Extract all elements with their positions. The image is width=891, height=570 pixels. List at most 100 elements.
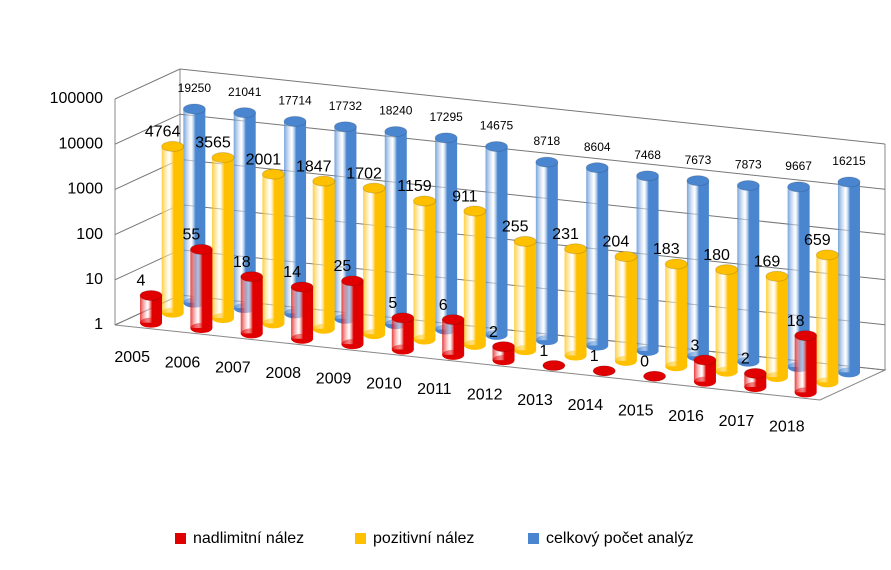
- cylinder: [585, 162, 609, 351]
- data-label: 14: [283, 264, 301, 281]
- data-label: 55: [182, 227, 200, 244]
- x-tick-label: 2005: [114, 349, 150, 366]
- cylinder-top: [384, 126, 408, 138]
- cylinder-top: [542, 360, 566, 372]
- cylinder-top: [736, 180, 760, 192]
- x-tick-label: 2008: [265, 365, 301, 382]
- legend-label: nadlimitní nález: [193, 530, 304, 547]
- cylinder: [189, 243, 213, 334]
- cylinder-body: [737, 185, 760, 362]
- data-label: 231: [552, 226, 579, 243]
- cylinder: [463, 205, 487, 350]
- data-label: 18240: [379, 104, 413, 118]
- cylinder: [441, 314, 465, 360]
- cylinder-top: [693, 354, 717, 366]
- y-tick-label: 10: [85, 271, 103, 288]
- cylinder-body: [693, 360, 716, 382]
- cylinder-top: [139, 289, 163, 301]
- data-label: 1159: [397, 178, 432, 195]
- cylinder: [412, 195, 436, 345]
- cylinder: [564, 243, 588, 361]
- legend-swatch: [355, 533, 366, 544]
- data-label: 25: [334, 258, 352, 275]
- cylinder-body: [291, 286, 314, 339]
- cylinder-body: [686, 180, 709, 357]
- data-label: 911: [452, 188, 478, 205]
- cylinder-body: [413, 200, 436, 340]
- cylinder: [384, 126, 408, 330]
- cylinder-top: [614, 250, 638, 262]
- y-tick-label: 100000: [50, 90, 103, 107]
- data-label: 7673: [685, 153, 712, 167]
- cylinder-top: [592, 365, 616, 377]
- cylinder-body: [485, 146, 508, 335]
- data-label: 183: [653, 241, 680, 258]
- cylinder-body: [535, 162, 558, 341]
- cylinder-top: [686, 175, 710, 187]
- y-tick-label: 1000: [67, 181, 103, 198]
- cylinder-top: [664, 258, 688, 270]
- cylinder-body: [614, 256, 637, 361]
- data-label: 17714: [278, 94, 312, 108]
- x-tick-label: 2015: [618, 402, 654, 419]
- cylinder: [513, 235, 537, 356]
- data-label: 659: [804, 232, 831, 249]
- data-label: 2: [741, 351, 750, 368]
- cylinder-body: [140, 295, 163, 323]
- data-label: 2001: [246, 151, 282, 168]
- cylinder: [837, 176, 861, 378]
- y-tick-label: 10000: [59, 135, 104, 152]
- data-label: 255: [502, 219, 529, 236]
- cylinder-top: [211, 151, 235, 163]
- data-label: 3: [690, 337, 699, 354]
- cylinder-top: [484, 140, 508, 152]
- cylinder: [815, 249, 839, 388]
- data-label: 7873: [735, 158, 762, 172]
- data-label: 16215: [832, 154, 866, 168]
- cylinder: [211, 151, 235, 324]
- cylinder: [664, 258, 688, 372]
- cylinder: [362, 182, 386, 340]
- cylinder-body: [312, 181, 335, 329]
- cylinder: [240, 271, 264, 339]
- cylinder: [290, 281, 314, 344]
- x-tick-label: 2018: [769, 419, 805, 436]
- data-label: 1847: [296, 158, 332, 175]
- cylinder-top: [312, 175, 336, 187]
- cylinder-top: [233, 107, 257, 119]
- cylinder-body: [240, 276, 263, 334]
- x-tick-label: 2013: [517, 392, 553, 409]
- cylinder-body: [816, 254, 839, 383]
- data-label: 204: [603, 234, 630, 251]
- cylinder-top: [765, 270, 789, 282]
- cylinder-body: [564, 248, 587, 356]
- cylinder: [743, 367, 767, 392]
- cylinder-top: [161, 140, 185, 152]
- legend-swatch: [528, 533, 539, 544]
- cylinder-body: [334, 126, 357, 319]
- cylinder-body: [363, 188, 386, 335]
- cylinder: [139, 289, 163, 328]
- cylinder-top: [412, 195, 436, 207]
- data-label: 7468: [634, 148, 661, 162]
- cylinder-body: [391, 317, 414, 350]
- cylinder: [736, 180, 760, 367]
- data-label: 2: [489, 324, 498, 341]
- cylinder-top: [362, 182, 386, 194]
- data-label: 3565: [195, 135, 231, 152]
- data-label: 18: [233, 254, 251, 271]
- cylinder-top: [463, 205, 487, 217]
- data-label: 4764: [145, 124, 181, 141]
- cylinder-top: [283, 115, 307, 127]
- data-label: 1: [590, 348, 599, 365]
- cylinder-top: [240, 271, 264, 283]
- legend-swatch: [175, 533, 186, 544]
- x-tick-label: 2012: [467, 386, 503, 403]
- cylinder-body: [586, 167, 609, 346]
- cylinder-top: [564, 243, 588, 255]
- cylinder-body: [341, 280, 364, 345]
- cylinder-top: [715, 264, 739, 276]
- cylinder-top: [743, 367, 767, 379]
- data-label: 4: [137, 273, 146, 290]
- cylinder-body: [514, 241, 537, 351]
